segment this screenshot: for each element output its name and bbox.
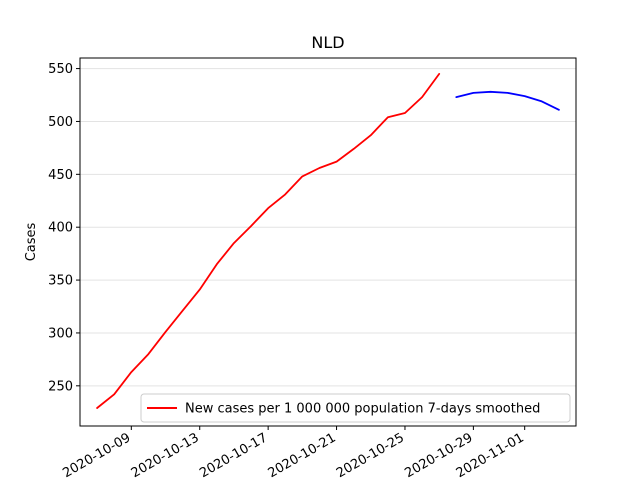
grid <box>80 68 576 387</box>
legend: New cases per 1 000 000 population 7-day… <box>140 393 571 423</box>
series-line <box>455 90 560 111</box>
x-tick-label: 2020-10-25 <box>334 430 407 480</box>
x-tick-label: 2020-10-09 <box>60 430 133 480</box>
y-tick-label: 550 <box>48 62 73 77</box>
series-lines <box>96 73 560 409</box>
plot-frame <box>79 57 577 427</box>
series-line <box>96 73 441 409</box>
x-tick-label: 2020-10-17 <box>197 430 270 480</box>
y-tick-label: 350 <box>48 274 73 289</box>
y-tick-label: 250 <box>48 379 73 394</box>
y-tick-label: 300 <box>48 326 73 341</box>
y-axis: 250 300 350 400 450 500 550 <box>48 62 80 394</box>
y-tick-label: 400 <box>48 221 73 236</box>
legend-box <box>140 393 571 423</box>
chart-title: NLD <box>311 33 344 52</box>
y-axis-label: Cases <box>24 222 39 261</box>
x-axis: 2020-10-092020-10-132020-10-172020-10-21… <box>60 426 527 480</box>
x-tick-label: 2020-10-13 <box>129 430 202 480</box>
legend-label: New cases per 1 000 000 population 7-day… <box>185 402 540 417</box>
y-tick-label: 500 <box>48 115 73 130</box>
y-tick-label: 450 <box>48 168 73 183</box>
x-tick-label: 2020-10-21 <box>266 430 339 480</box>
